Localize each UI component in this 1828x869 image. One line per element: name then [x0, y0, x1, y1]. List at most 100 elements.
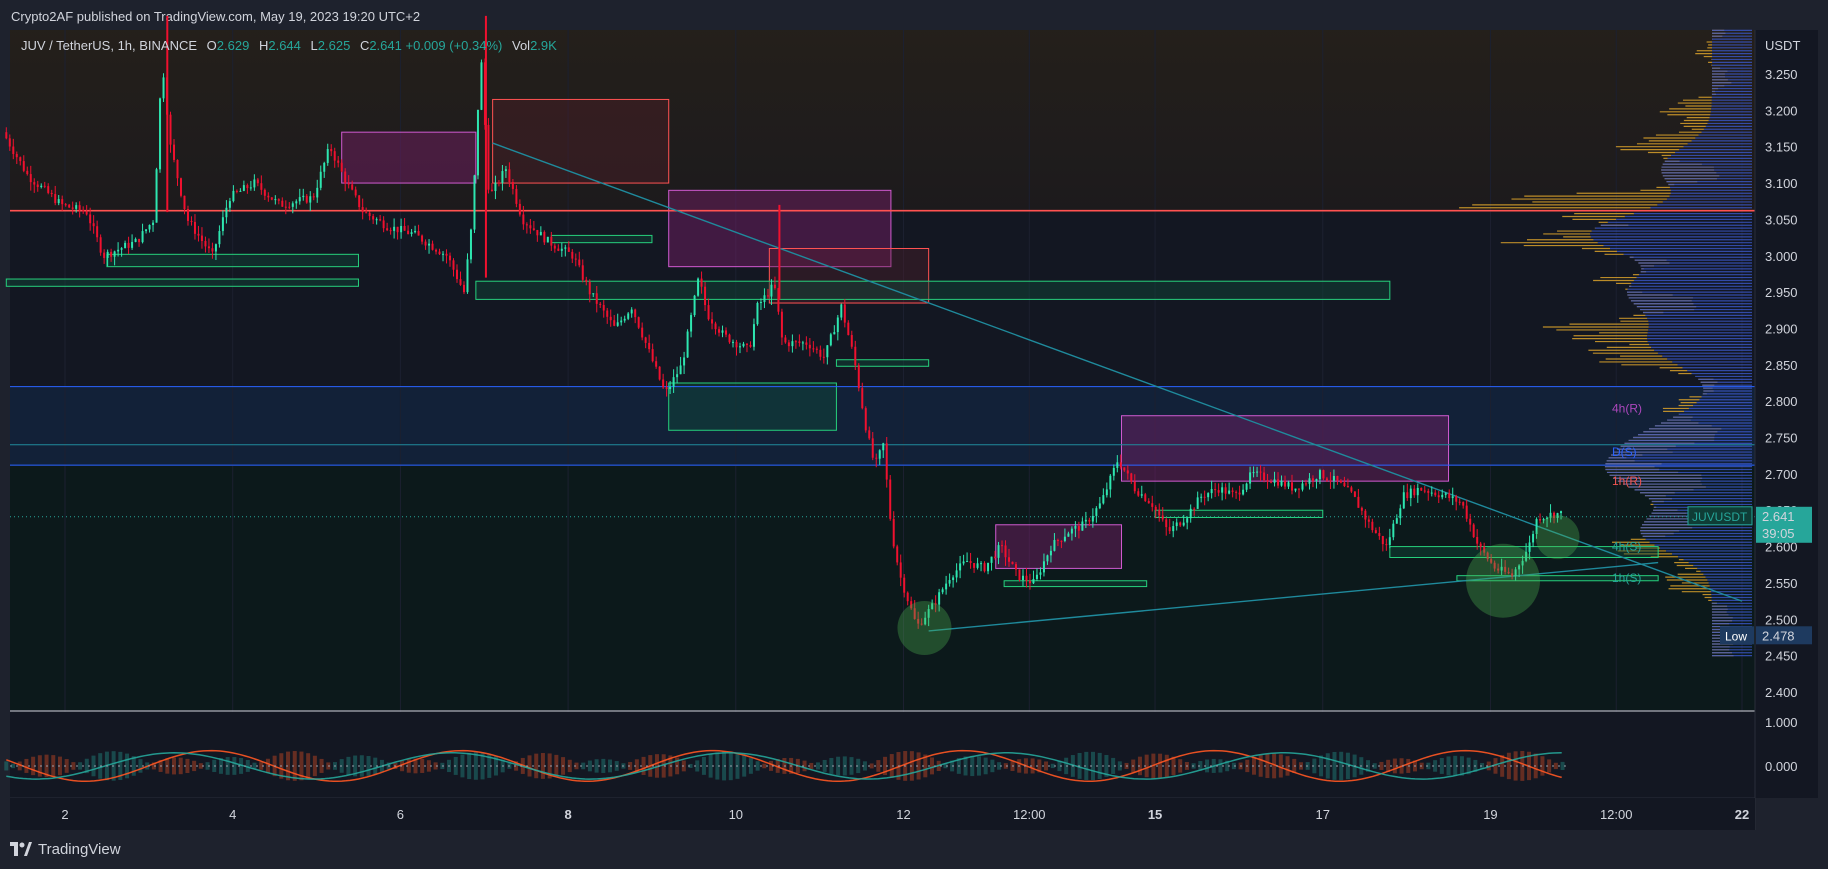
candle-body [1263, 472, 1266, 481]
candle-body [1014, 564, 1017, 570]
candle-body [225, 207, 228, 218]
oscillator-bar [708, 754, 713, 778]
price-tick-label: 2.550 [1765, 576, 1798, 591]
time-axis[interactable] [10, 798, 1755, 830]
publisher-text: Crypto2AF published on TradingView.com, … [11, 9, 421, 24]
price-axis[interactable] [1755, 30, 1818, 798]
time-tick-label: 17 [1316, 807, 1330, 822]
symbol-tag-label: JUVUSDT [1692, 510, 1748, 524]
candle-body [686, 331, 689, 358]
volume-value: 2.9K [530, 38, 557, 53]
candle-body [934, 603, 937, 605]
change-value: +0.009 (+0.34%) [405, 38, 503, 53]
candle-body [630, 309, 633, 314]
oscillator-axis-ticks: 1.000 0.000 [1765, 715, 1798, 774]
candle-body [396, 226, 399, 233]
candle-body [1095, 508, 1098, 516]
candle-body [1039, 572, 1042, 575]
oscillator-bar [473, 752, 478, 780]
oscillator-bar [373, 757, 378, 775]
candle-body [469, 229, 472, 260]
candle-body [1553, 512, 1556, 519]
candle-body [186, 209, 189, 221]
candle-body [515, 188, 518, 204]
candle-body [400, 226, 403, 233]
candle-body [1074, 526, 1077, 529]
oscillator-tick-label: 1.000 [1765, 715, 1798, 730]
oscillator-bar [1158, 753, 1163, 779]
candle-body [110, 251, 113, 257]
candle-body [1221, 487, 1224, 493]
candle-body [822, 356, 825, 358]
candle-body [431, 243, 434, 250]
candle-body [676, 374, 679, 378]
candle-body [117, 249, 120, 252]
candle-timer: 39:05 [1762, 526, 1795, 541]
candle-body [82, 210, 85, 212]
candle-body [962, 561, 965, 564]
candle-body [1032, 578, 1035, 584]
candle-body [637, 317, 640, 328]
oscillator-bar [426, 760, 431, 772]
level-label: 1h(S) [1612, 571, 1641, 585]
candle-body [571, 251, 574, 259]
candle-body [501, 171, 504, 184]
candle-body [316, 187, 319, 198]
candle-body [1346, 486, 1349, 488]
candle-body [1542, 519, 1545, 521]
candle-body [1367, 519, 1370, 522]
time-tick-label: 4 [229, 807, 236, 822]
candle-body [1497, 568, 1500, 571]
candle-body [1196, 497, 1199, 509]
candle-body [595, 293, 598, 304]
oscillator-bar [688, 763, 693, 768]
oscillator-bar [493, 756, 498, 776]
candle-body [1112, 467, 1115, 476]
zone-green [1154, 509, 1324, 519]
candle-body [333, 151, 336, 161]
price-tick-label: 3.200 [1765, 103, 1798, 118]
candle-body [1416, 487, 1419, 496]
candle-body [1476, 537, 1479, 544]
oscillator-pane[interactable] [10, 712, 1755, 798]
candle-body [43, 185, 46, 187]
zone-green [1456, 575, 1659, 582]
candle-body [738, 346, 741, 348]
candle-body [980, 563, 983, 565]
candle-body [553, 245, 556, 249]
candle-body [651, 349, 654, 362]
candle-body [361, 207, 364, 213]
oscillator-bar [1231, 762, 1236, 770]
oscillator-bar [1258, 755, 1263, 777]
candle-body [228, 201, 231, 208]
candle-body [152, 222, 155, 225]
symbol-name[interactable]: JUV / TetherUS, 1h, BINANCE [21, 38, 198, 53]
candle-body [242, 185, 245, 191]
oscillator-bar [695, 760, 700, 772]
candle-body [658, 366, 661, 380]
oscillator-bar [1553, 762, 1558, 770]
candle-body [337, 160, 340, 163]
candle-body [655, 361, 658, 367]
candle-body [1049, 550, 1052, 556]
candle-body [1182, 522, 1185, 526]
candle-body [1004, 545, 1007, 558]
candle-body [442, 253, 445, 255]
candle-body [1528, 542, 1531, 552]
candle-body [973, 562, 976, 568]
candle-body [508, 169, 511, 182]
candle-body [1200, 496, 1203, 498]
oscillator-bar [775, 759, 780, 773]
oscillator-bar [413, 758, 418, 774]
candle-body [896, 546, 899, 563]
tradingview-brand[interactable]: TradingView [10, 841, 121, 858]
candle-body [12, 146, 15, 155]
candle-body [138, 238, 141, 243]
low-tag [1720, 626, 1754, 645]
level-label: 4h(S) [1612, 540, 1641, 554]
candle-body [487, 124, 490, 190]
zone-green [550, 234, 653, 244]
oscillator-bar [1272, 753, 1277, 779]
price-axis-ticks: 3.250 3.200 3.150 3.100 3.050 3.000 2.950 2.900… [1765, 67, 1798, 700]
